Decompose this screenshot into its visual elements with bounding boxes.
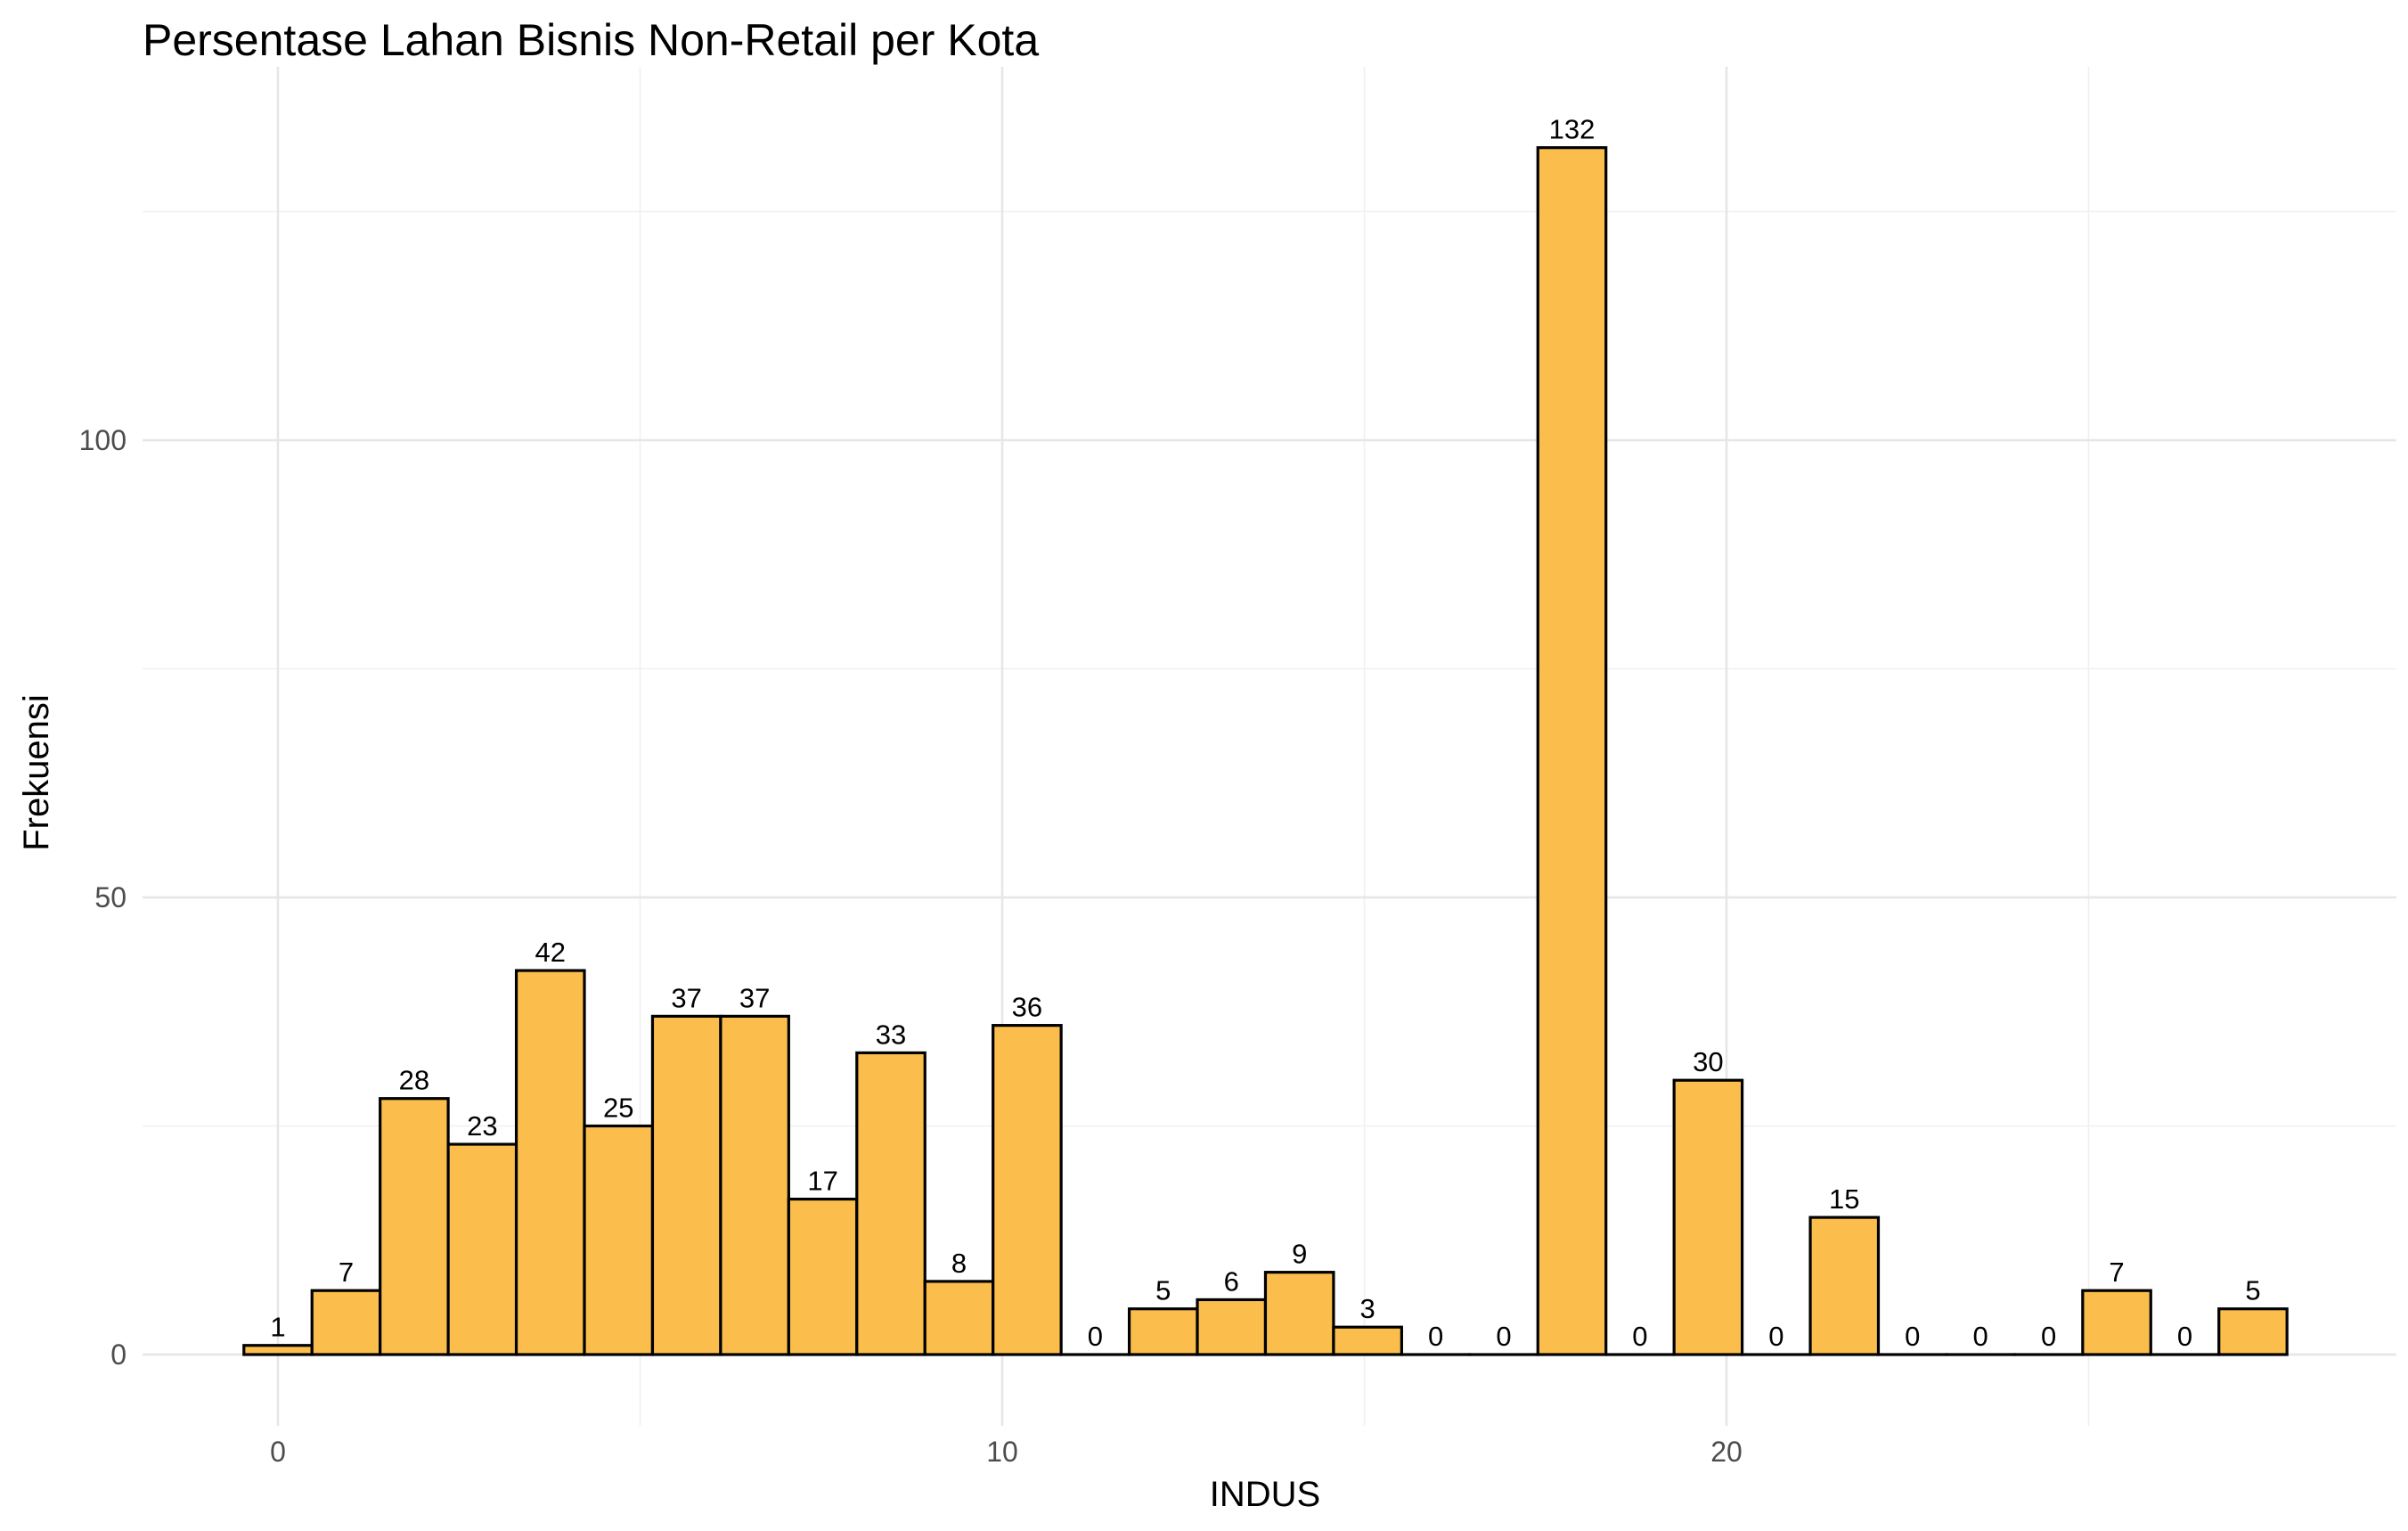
bar-value-label: 0 <box>1088 1321 1103 1352</box>
histogram-bar <box>514 969 586 1356</box>
histogram-bar <box>379 1097 450 1356</box>
bar-value-label: 0 <box>1496 1321 1511 1352</box>
histogram-bar <box>2217 1307 2289 1356</box>
histogram-bar <box>2081 1289 2152 1356</box>
bar-value-label: 7 <box>339 1257 354 1288</box>
histogram-bar <box>1332 1325 1403 1356</box>
bar-value-label: 1 <box>270 1312 285 1343</box>
bar-value-label: 23 <box>467 1110 497 1142</box>
histogram-bar <box>855 1051 926 1356</box>
x-axis-title: INDUS <box>1210 1475 1320 1514</box>
bar-value-label: 0 <box>1905 1321 1920 1352</box>
histogram-bar <box>650 1014 722 1356</box>
bar-value-label: 36 <box>1012 992 1042 1023</box>
bar-value-label: 5 <box>1155 1275 1171 1306</box>
bar-value-label: 0 <box>1768 1321 1784 1352</box>
bar-value-label: 0 <box>1973 1321 1988 1352</box>
x-tick-label: 20 <box>1710 1436 1743 1468</box>
bar-value-label: 30 <box>1693 1046 1723 1077</box>
y-tick-label: 0 <box>110 1339 127 1371</box>
histogram-bar <box>1672 1078 1744 1356</box>
bar-value-label: 8 <box>951 1248 967 1279</box>
histogram-bar <box>1536 146 1608 1356</box>
histogram-bar <box>310 1289 382 1356</box>
histogram-bar <box>787 1197 859 1356</box>
bar-value-label: 25 <box>603 1093 633 1124</box>
histogram-bar <box>1127 1307 1199 1356</box>
histogram-bar <box>1196 1298 1268 1356</box>
histogram-bar <box>242 1344 314 1356</box>
y-tick-label: 50 <box>94 881 127 913</box>
bar-value-label: 0 <box>2177 1321 2192 1352</box>
bar-value-label: 0 <box>1428 1321 1443 1352</box>
y-tick-label: 100 <box>79 424 127 456</box>
bar-value-label: 17 <box>807 1166 837 1197</box>
bar-value-label: 15 <box>1829 1183 1859 1215</box>
x-tick-label: 10 <box>986 1436 1018 1468</box>
histogram-bar <box>446 1142 518 1356</box>
histogram-bar <box>923 1280 995 1356</box>
bar-value-label: 0 <box>1632 1321 1647 1352</box>
bar-value-label: 28 <box>399 1065 429 1096</box>
histogram-bar <box>992 1024 1063 1356</box>
bar-value-label: 37 <box>739 982 770 1013</box>
bar-value-label: 33 <box>876 1019 906 1050</box>
bar-value-label: 132 <box>1549 114 1596 145</box>
histogram-bar <box>583 1124 655 1356</box>
bar-value-label: 5 <box>2245 1275 2260 1306</box>
x-tick-label: 0 <box>270 1436 286 1468</box>
y-axis-title: Frekuensi <box>17 694 56 851</box>
bar-value-label: 7 <box>2109 1257 2124 1288</box>
bar-value-label: 42 <box>535 937 566 968</box>
bars <box>242 146 2289 1356</box>
histogram-bar <box>1808 1216 1881 1356</box>
chart-title: Persentase Lahan Bisnis Non-Retail per K… <box>143 15 1039 65</box>
histogram-bar <box>719 1014 790 1356</box>
bar-value-label: 6 <box>1224 1265 1239 1297</box>
bar-value-label: 0 <box>2041 1321 2056 1352</box>
bar-value-label: 3 <box>1360 1293 1375 1324</box>
histogram-bar <box>1263 1271 1335 1356</box>
bar-value-label: 9 <box>1292 1239 1307 1270</box>
bar-value-label: 37 <box>671 982 701 1013</box>
